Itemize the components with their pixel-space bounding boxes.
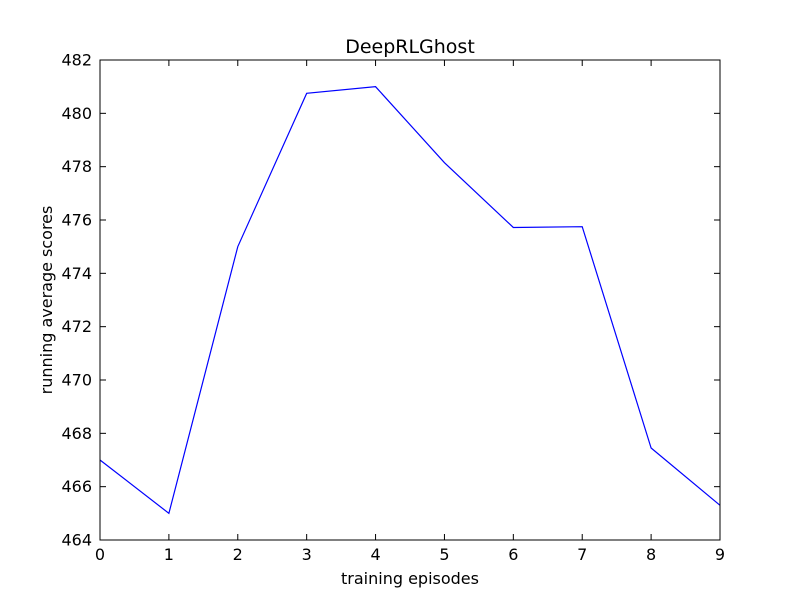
y-tick-label: 464 <box>61 531 92 550</box>
x-tick-label: 2 <box>233 545 243 564</box>
y-tick-label: 470 <box>61 371 92 390</box>
x-tick-label: 3 <box>302 545 312 564</box>
y-tick-label: 480 <box>61 104 92 123</box>
y-tick-label: 472 <box>61 317 92 336</box>
plot-frame <box>99 59 721 541</box>
plot-area: 0 1 2 3 4 5 6 7 8 9 464 466 468 470 472 474 476 478 480 482 <box>61 51 725 565</box>
x-tick-label: 8 <box>646 545 656 564</box>
y-tick-label: 482 <box>61 51 92 70</box>
x-tick-label: 6 <box>508 545 518 564</box>
x-tick-label: 4 <box>370 545 380 564</box>
x-tick-label: 0 <box>95 545 105 564</box>
series-line-0 <box>99 86 721 515</box>
x-tick-label: 1 <box>164 545 174 564</box>
x-tick-label: 9 <box>715 545 725 564</box>
y-tick-label: 474 <box>61 264 92 283</box>
y-tick-label: 476 <box>61 211 92 230</box>
chart-title: DeepRLGhost <box>345 36 475 58</box>
y-tick-label: 466 <box>61 477 92 496</box>
x-axis-label: training episodes <box>341 569 479 588</box>
y-tick-label: 468 <box>61 424 92 443</box>
y-axis-label: running average scores <box>37 206 56 395</box>
y-tick-label: 478 <box>61 157 92 176</box>
x-tick-label: 7 <box>577 545 587 564</box>
x-tick-label: 5 <box>439 545 449 564</box>
